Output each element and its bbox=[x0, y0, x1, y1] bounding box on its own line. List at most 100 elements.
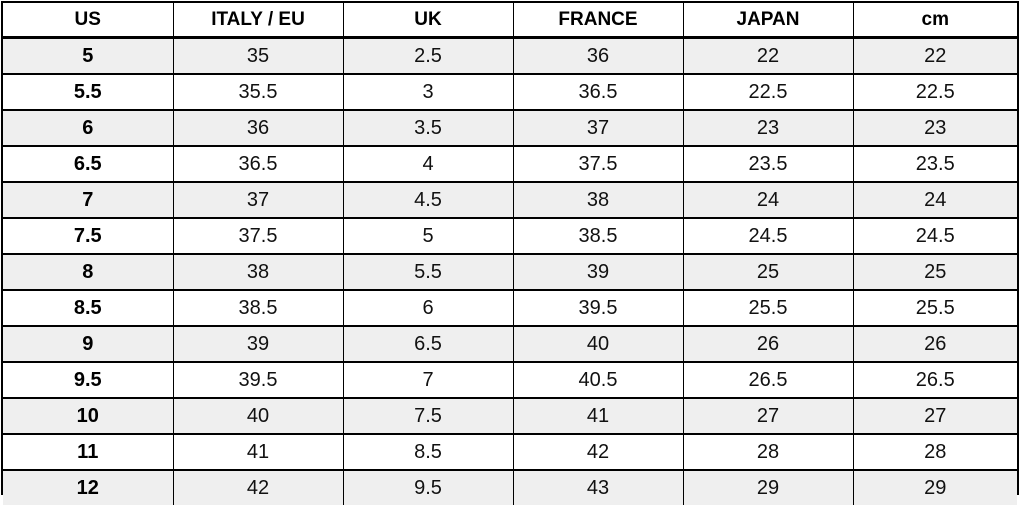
cell-italy-eu: 41 bbox=[173, 434, 343, 470]
header-france: FRANCE bbox=[513, 3, 683, 38]
cell-japan: 24.5 bbox=[683, 218, 853, 254]
cell-us: 8.5 bbox=[3, 290, 173, 326]
cell-cm: 29 bbox=[853, 470, 1017, 505]
cell-italy-eu: 36.5 bbox=[173, 146, 343, 182]
cell-us: 9.5 bbox=[3, 362, 173, 398]
header-us: US bbox=[3, 3, 173, 38]
cell-france: 42 bbox=[513, 434, 683, 470]
cell-japan: 26 bbox=[683, 326, 853, 362]
cell-uk: 6.5 bbox=[343, 326, 513, 362]
table-header: US ITALY / EU UK FRANCE JAPAN cm bbox=[3, 3, 1017, 38]
cell-uk: 3 bbox=[343, 74, 513, 110]
cell-uk: 4.5 bbox=[343, 182, 513, 218]
cell-france: 36.5 bbox=[513, 74, 683, 110]
cell-japan: 22 bbox=[683, 38, 853, 75]
header-uk: UK bbox=[343, 3, 513, 38]
cell-cm: 22 bbox=[853, 38, 1017, 75]
cell-france: 40 bbox=[513, 326, 683, 362]
cell-japan: 26.5 bbox=[683, 362, 853, 398]
cell-cm: 24.5 bbox=[853, 218, 1017, 254]
cell-us: 11 bbox=[3, 434, 173, 470]
cell-cm: 25.5 bbox=[853, 290, 1017, 326]
header-cm: cm bbox=[853, 3, 1017, 38]
header-row: US ITALY / EU UK FRANCE JAPAN cm bbox=[3, 3, 1017, 38]
cell-japan: 27 bbox=[683, 398, 853, 434]
cell-france: 40.5 bbox=[513, 362, 683, 398]
cell-us: 7 bbox=[3, 182, 173, 218]
cell-cm: 26.5 bbox=[853, 362, 1017, 398]
cell-uk: 4 bbox=[343, 146, 513, 182]
cell-cm: 25 bbox=[853, 254, 1017, 290]
header-japan: JAPAN bbox=[683, 3, 853, 38]
cell-italy-eu: 38 bbox=[173, 254, 343, 290]
cell-uk: 3.5 bbox=[343, 110, 513, 146]
cell-us: 7.5 bbox=[3, 218, 173, 254]
cell-us: 12 bbox=[3, 470, 173, 505]
cell-uk: 6 bbox=[343, 290, 513, 326]
cell-uk: 9.5 bbox=[343, 470, 513, 505]
cell-italy-eu: 35 bbox=[173, 38, 343, 75]
cell-cm: 28 bbox=[853, 434, 1017, 470]
cell-cm: 26 bbox=[853, 326, 1017, 362]
cell-italy-eu: 40 bbox=[173, 398, 343, 434]
cell-uk: 5 bbox=[343, 218, 513, 254]
cell-uk: 2.5 bbox=[343, 38, 513, 75]
cell-cm: 23 bbox=[853, 110, 1017, 146]
cell-us: 6.5 bbox=[3, 146, 173, 182]
cell-france: 39.5 bbox=[513, 290, 683, 326]
cell-italy-eu: 39.5 bbox=[173, 362, 343, 398]
cell-japan: 29 bbox=[683, 470, 853, 505]
cell-japan: 22.5 bbox=[683, 74, 853, 110]
cell-italy-eu: 37.5 bbox=[173, 218, 343, 254]
cell-japan: 23.5 bbox=[683, 146, 853, 182]
cell-france: 38.5 bbox=[513, 218, 683, 254]
cell-france: 36 bbox=[513, 38, 683, 75]
cell-france: 37 bbox=[513, 110, 683, 146]
cell-cm: 22.5 bbox=[853, 74, 1017, 110]
cell-us: 6 bbox=[3, 110, 173, 146]
cell-japan: 25.5 bbox=[683, 290, 853, 326]
cell-uk: 5.5 bbox=[343, 254, 513, 290]
cell-us: 8 bbox=[3, 254, 173, 290]
cell-uk: 8.5 bbox=[343, 434, 513, 470]
header-italy-eu: ITALY / EU bbox=[173, 3, 343, 38]
cell-cm: 24 bbox=[853, 182, 1017, 218]
cell-us: 9 bbox=[3, 326, 173, 362]
cell-italy-eu: 38.5 bbox=[173, 290, 343, 326]
cell-japan: 23 bbox=[683, 110, 853, 146]
cell-france: 37.5 bbox=[513, 146, 683, 182]
cell-us: 5.5 bbox=[3, 74, 173, 110]
cell-japan: 28 bbox=[683, 434, 853, 470]
cell-france: 39 bbox=[513, 254, 683, 290]
cell-france: 43 bbox=[513, 470, 683, 505]
cell-france: 41 bbox=[513, 398, 683, 434]
cell-france: 38 bbox=[513, 182, 683, 218]
cell-uk: 7.5 bbox=[343, 398, 513, 434]
cell-italy-eu: 42 bbox=[173, 470, 343, 505]
cell-uk: 7 bbox=[343, 362, 513, 398]
cell-japan: 24 bbox=[683, 182, 853, 218]
cell-italy-eu: 35.5 bbox=[173, 74, 343, 110]
cell-japan: 25 bbox=[683, 254, 853, 290]
cell-italy-eu: 39 bbox=[173, 326, 343, 362]
cell-cm: 23.5 bbox=[853, 146, 1017, 182]
cell-italy-eu: 37 bbox=[173, 182, 343, 218]
cell-us: 10 bbox=[3, 398, 173, 434]
cell-italy-eu: 36 bbox=[173, 110, 343, 146]
